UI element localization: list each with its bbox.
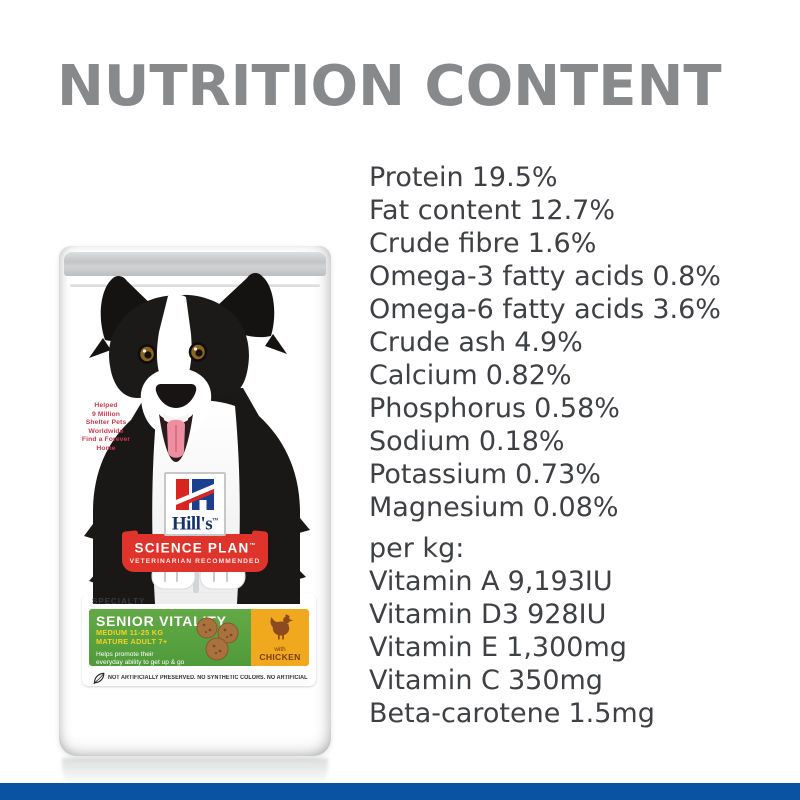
nutrient-value: 0.08% — [532, 492, 619, 523]
vitamin-value: 9,193IU — [507, 566, 613, 597]
per-kg-section: per kg: Vitamin A 9,193IU Vitamin D3 928IU… — [369, 532, 721, 730]
shelter-note-line: 9 Million — [91, 410, 121, 418]
trademark-symbol: ™ — [212, 517, 219, 524]
shelter-note-line: Find a Forever — [81, 436, 131, 444]
nutrient-row: Crude fibre 1.6% — [369, 227, 721, 260]
vitamin-name: Vitamin D3 — [369, 599, 519, 630]
nutrient-name: Crude ash — [369, 327, 507, 358]
nutrient-value: 19.5% — [471, 162, 558, 193]
nutrient-row: Crude ash 4.9% — [369, 326, 721, 359]
nutrient-value: 0.18% — [478, 426, 565, 457]
vitamin-row: Beta-carotene 1.5mg — [369, 697, 721, 730]
nutrient-name: Sodium — [369, 426, 471, 457]
vitamin-name: Vitamin A — [369, 566, 500, 597]
nutrient-value: 3.6% — [652, 294, 721, 325]
nutrient-value: 4.9% — [514, 327, 583, 358]
nutrient-name: Calcium — [369, 360, 478, 391]
nutrient-row: Potassium 0.73% — [369, 458, 721, 491]
nutrient-row: Sodium 0.18% — [369, 425, 721, 458]
product-label-panel: SPECIALTY SENIOR VITALITY MEDIUM 11-25 K… — [82, 593, 316, 686]
shelter-note-line: Home — [96, 444, 116, 452]
nutrient-row: Phosphorus 0.58% — [369, 392, 721, 425]
page-title: NUTRITION CONTENT — [57, 54, 722, 119]
per-kg-heading: per kg: — [369, 533, 465, 564]
vitamin-row: Vitamin D3 928IU — [369, 598, 721, 631]
bag-zip-line — [70, 284, 320, 287]
nutrient-row: Fat content 12.7% — [369, 194, 721, 227]
shelter-note-line: Shelter Pets — [85, 419, 127, 427]
footer-blue-bar — [0, 783, 800, 800]
nutrient-value: 0.82% — [485, 360, 572, 391]
vitamin-row: Vitamin A 9,193IU — [369, 565, 721, 598]
kibble-icon — [196, 617, 239, 661]
nutrient-name: Omega-6 fatty acids — [369, 294, 645, 325]
nutrient-row: Magnesium 0.08% — [369, 491, 721, 524]
science-plan-label: SCIENCE PLAN™ — [134, 540, 256, 556]
vitamin-value: 928IU — [527, 599, 607, 630]
nutrition-list: Protein 19.5% Fat content 12.7% Crude fibr… — [369, 161, 721, 730]
nutrient-value: 1.6% — [527, 228, 597, 259]
hills-wordmark: Hill's™ — [171, 513, 219, 534]
with-label: with — [274, 646, 286, 653]
nutrient-name: Fat content — [369, 195, 522, 226]
nutrient-name: Phosphorus — [369, 393, 527, 424]
nutrient-value: 0.58% — [534, 393, 620, 424]
nutrient-value: 0.73% — [515, 459, 601, 490]
shelter-note-line: Worldwide — [88, 427, 124, 435]
claims-strip: NOT ARTIFICIALLY PRESERVED. NO SYNTHETIC… — [89, 670, 309, 685]
size-label: MEDIUM 11-25 KG — [96, 628, 164, 637]
hills-logo: Hill's™ SCIENCE PLAN™ VETERINARIAN RECOM… — [110, 472, 280, 572]
vitamin-name: Vitamin E — [369, 632, 499, 663]
hills-h-emblem-icon — [176, 479, 214, 510]
nutrient-name: Crude fibre — [369, 228, 520, 259]
flavor-label: CHICKEN — [259, 652, 301, 662]
nutrient-name: Omega-3 fatty acids — [369, 261, 645, 292]
nutrient-row: Omega-6 fatty acids 3.6% — [369, 293, 721, 326]
life-stage-label: MATURE ADULT 7+ — [96, 636, 168, 646]
vitamin-row: Vitamin E 1,300mg — [369, 631, 721, 664]
vitamin-name: Vitamin C — [369, 665, 500, 696]
specialty-label: SPECIALTY — [92, 597, 146, 606]
flavor-band: with CHICKEN — [251, 609, 309, 666]
leaf-icon — [93, 672, 105, 684]
chicken-icon — [269, 614, 293, 640]
product-bag: Helped 9 Million Shelter Pets Worldwide … — [59, 246, 331, 756]
shelter-note: Helped 9 Million Shelter Pets Worldwide … — [75, 402, 137, 454]
nutrient-row: Protein 19.5% — [369, 161, 721, 194]
nutrient-row: Omega-3 fatty acids 0.8% — [369, 260, 721, 293]
vitamin-row: Vitamin C 350mg — [369, 664, 721, 697]
science-plan-ribbon: SCIENCE PLAN™ VETERINARIAN RECOMMENDED — [122, 534, 268, 572]
product-name: SENIOR VITALITY — [96, 613, 227, 629]
nutrient-name: Magnesium — [369, 492, 525, 523]
vitamin-value: 1,300mg — [506, 632, 627, 663]
hills-logo-box: Hill's™ — [164, 472, 226, 536]
vitamin-value: 350mg — [507, 665, 603, 696]
label-color-band: SENIOR VITALITY MEDIUM 11-25 KG MATURE A… — [89, 609, 309, 666]
claims-text: NOT ARTIFICIALLY PRESERVED. NO SYNTHETIC… — [108, 674, 309, 681]
bag-seal-strip — [64, 252, 326, 276]
nutrient-value: 12.7% — [529, 195, 616, 226]
nutrient-value: 0.8% — [652, 261, 721, 292]
shelter-note-line: Helped — [94, 402, 118, 409]
veterinarian-recommended-label: VETERINARIAN RECOMMENDED — [129, 557, 261, 565]
vitamin-name: Beta-carotene — [369, 698, 561, 729]
nutrient-name: Potassium — [369, 459, 508, 490]
product-name-band: SENIOR VITALITY MEDIUM 11-25 KG MATURE A… — [89, 609, 251, 666]
nutrient-name: Protein — [369, 162, 464, 193]
benefit-text: Helps promote their everyday ability to … — [96, 651, 185, 666]
nutrient-row: Calcium 0.82% — [369, 359, 721, 392]
trademark-symbol: ™ — [249, 543, 256, 549]
analysis-section: Protein 19.5% Fat content 12.7% Crude fibr… — [369, 161, 721, 524]
vitamin-value: 1.5mg — [568, 698, 655, 729]
